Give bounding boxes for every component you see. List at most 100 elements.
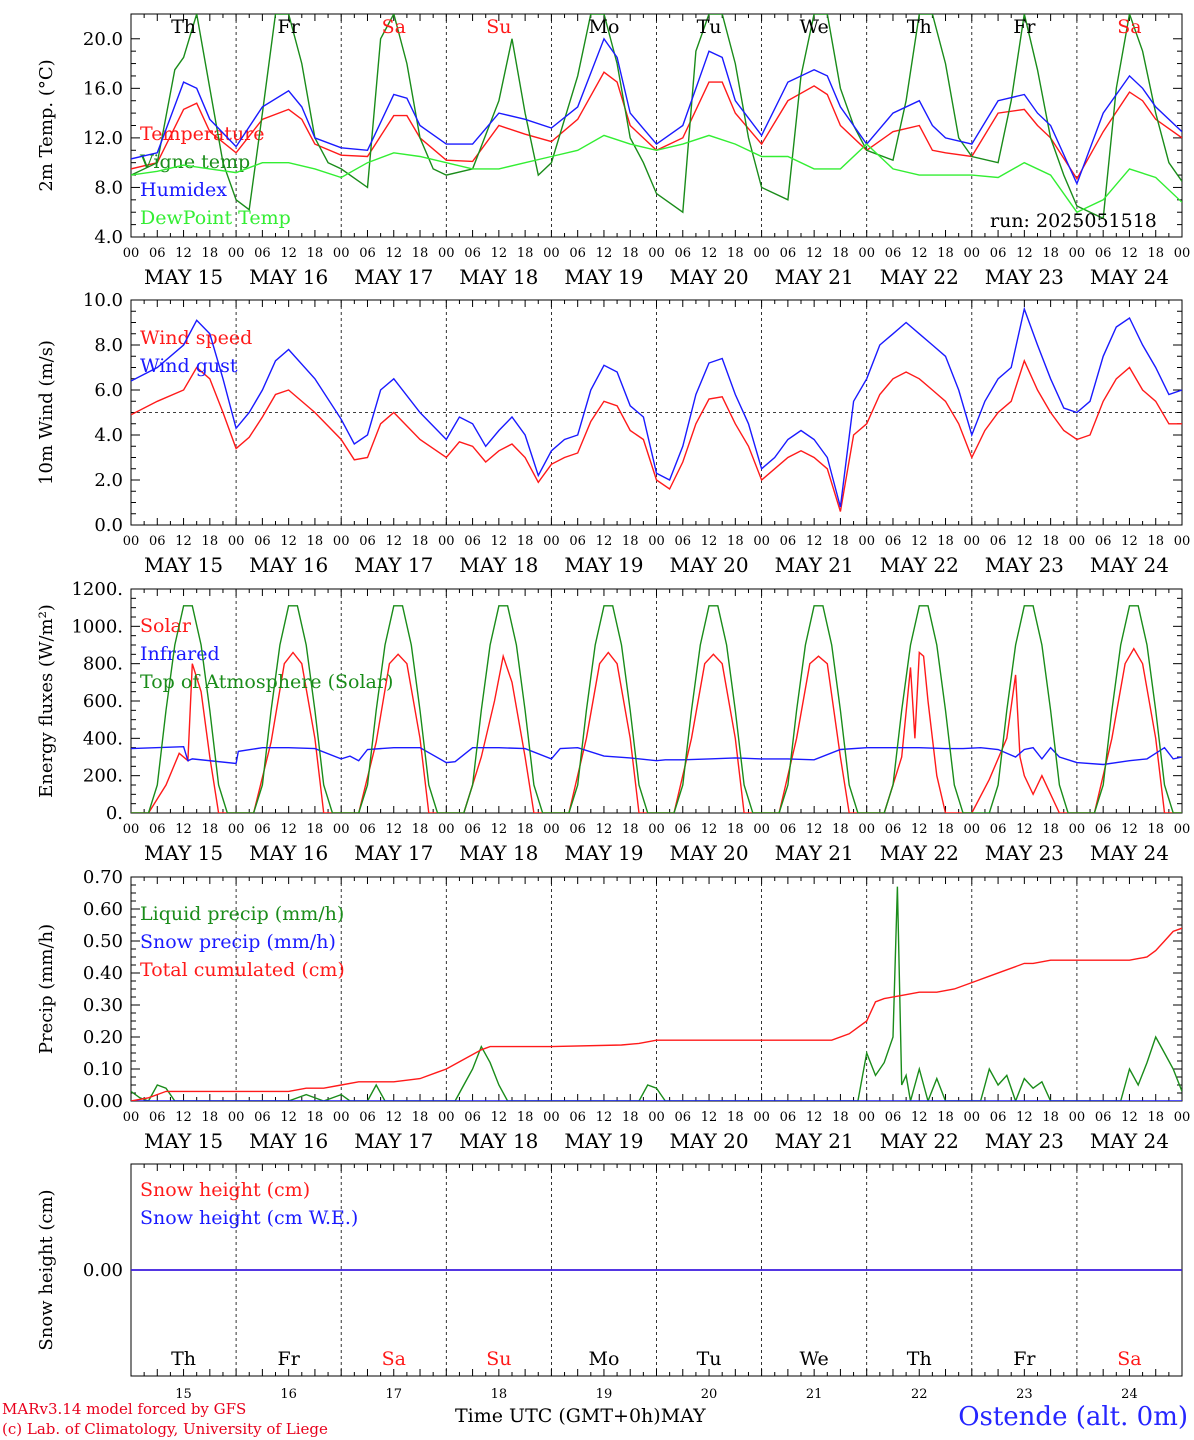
hour-tick-label: 12 (385, 246, 402, 261)
hour-tick-label: 06 (780, 534, 797, 549)
hour-tick-label: 12 (491, 1110, 508, 1125)
y-tick-label: 8.0 (94, 177, 123, 198)
hour-tick-label: 18 (202, 822, 219, 837)
y-tick-label: 16.0 (83, 78, 123, 99)
hour-tick-label: 12 (491, 246, 508, 261)
hour-tick-label: 06 (254, 246, 271, 261)
hour-tick-label: 00 (648, 246, 665, 261)
legend-entry: Snow precip (mm/h) (140, 931, 336, 953)
hour-tick-label: 18 (412, 534, 429, 549)
hour-tick-label: 18 (412, 822, 429, 837)
hour-tick-label: 12 (280, 246, 297, 261)
hour-tick-label: 00 (1069, 822, 1086, 837)
day-number: 21 (806, 1387, 823, 1402)
hour-tick-label: 06 (464, 822, 481, 837)
y-tick-label: 0.50 (83, 931, 123, 952)
day-name: Th (907, 16, 932, 38)
hour-tick-label: 18 (1147, 246, 1164, 261)
legend-entry: Infrared (140, 643, 220, 665)
y-tick-label: 2.0 (94, 470, 123, 491)
hour-tick-label: 00 (543, 1110, 560, 1125)
hour-tick-label: 06 (359, 534, 376, 549)
hour-tick-label: 06 (464, 246, 481, 261)
y-tick-label: 1000. (71, 616, 123, 637)
hour-tick-label: 12 (596, 822, 613, 837)
y-tick-label: 0.00 (83, 1091, 123, 1112)
panel-frame-3 (130, 588, 1183, 814)
hour-tick-label: 00 (438, 822, 455, 837)
hour-tick-label: 12 (806, 1110, 823, 1125)
legend-entry: Temperature (140, 123, 264, 145)
hour-tick-label: 18 (622, 822, 639, 837)
date-label: MAY 19 (564, 841, 643, 865)
series-line-wind-speed (131, 358, 1182, 512)
date-label: MAY 17 (354, 265, 433, 289)
day-name: Fr (278, 1348, 301, 1370)
date-label: MAY 19 (564, 265, 643, 289)
day-number: 15 (175, 1387, 192, 1402)
hour-tick-label: 12 (280, 1110, 297, 1125)
legend-entry: Snow height (cm W.E.) (140, 1207, 358, 1229)
y-tick-label: 4.0 (94, 425, 123, 446)
y-tick-label: 200. (83, 766, 123, 787)
time-axis-label: Time UTC (GMT+0h)MAY (455, 1405, 706, 1427)
date-label: MAY 16 (249, 553, 328, 577)
hour-tick-label: 18 (517, 246, 534, 261)
y-tick-label: 0.0 (94, 515, 123, 536)
hour-tick-label: 18 (517, 822, 534, 837)
date-label: MAY 20 (669, 1129, 748, 1153)
day-number: 22 (911, 1387, 928, 1402)
hour-tick-label: 06 (780, 246, 797, 261)
series-line-humidex (131, 37, 1182, 186)
date-label: MAY 23 (985, 553, 1064, 577)
hour-tick-label: 00 (648, 1110, 665, 1125)
y-tick-label: 0.10 (83, 1059, 123, 1080)
date-label: MAY 18 (459, 1129, 538, 1153)
series-line-liquid-precip-mm-h (131, 886, 1182, 1101)
date-label: MAY 16 (249, 1129, 328, 1153)
hour-tick-label: 00 (753, 1110, 770, 1125)
date-label: MAY 16 (249, 265, 328, 289)
date-label: MAY 24 (1090, 1129, 1169, 1153)
hour-tick-label: 06 (569, 246, 586, 261)
hour-tick-label: 00 (543, 822, 560, 837)
hour-tick-label: 12 (175, 246, 192, 261)
hour-tick-label: 18 (937, 822, 954, 837)
y-tick-label: 20.0 (83, 29, 123, 50)
hour-tick-label: 12 (1016, 534, 1033, 549)
hour-tick-label: 12 (1121, 1110, 1138, 1125)
hour-tick-label: 18 (937, 246, 954, 261)
hour-tick-label: 18 (307, 1110, 324, 1125)
day-name: Th (907, 1348, 932, 1370)
hour-tick-label: 00 (123, 1110, 140, 1125)
series-line-vigne-temp (131, 14, 1182, 220)
y-axis-label: 10m Wind (m/s) (36, 340, 57, 485)
date-label: MAY 15 (144, 841, 223, 865)
hour-tick-label: 00 (333, 1110, 350, 1125)
panel-frame-1 (130, 13, 1183, 238)
hour-tick-label: 18 (517, 534, 534, 549)
y-tick-label: 8.0 (94, 335, 123, 356)
hour-tick-label: 12 (175, 1110, 192, 1125)
y-tick-label: 0. (106, 803, 123, 824)
hour-tick-label: 18 (202, 1110, 219, 1125)
hour-tick-label: 06 (359, 822, 376, 837)
hour-tick-label: 18 (1042, 534, 1059, 549)
date-label: MAY 18 (459, 553, 538, 577)
legend-entry: Wind gust (140, 355, 238, 377)
hour-tick-label: 00 (438, 1110, 455, 1125)
y-tick-label: 0.70 (83, 867, 123, 888)
hour-tick-label: 12 (385, 822, 402, 837)
y-tick-label: 0.40 (83, 963, 123, 984)
hour-tick-label: 18 (1042, 1110, 1059, 1125)
hour-tick-label: 12 (806, 822, 823, 837)
legend-entry: Snow height (cm) (140, 1179, 310, 1201)
y-tick-label: 0.60 (83, 899, 123, 920)
hour-tick-label: 06 (149, 1110, 166, 1125)
date-label: MAY 21 (775, 265, 854, 289)
hour-tick-label: 12 (1016, 246, 1033, 261)
hour-tick-label: 18 (727, 822, 744, 837)
legend-entry: Vigne temp (139, 151, 250, 173)
hour-tick-label: 06 (1095, 534, 1112, 549)
date-label: MAY 19 (564, 1129, 643, 1153)
